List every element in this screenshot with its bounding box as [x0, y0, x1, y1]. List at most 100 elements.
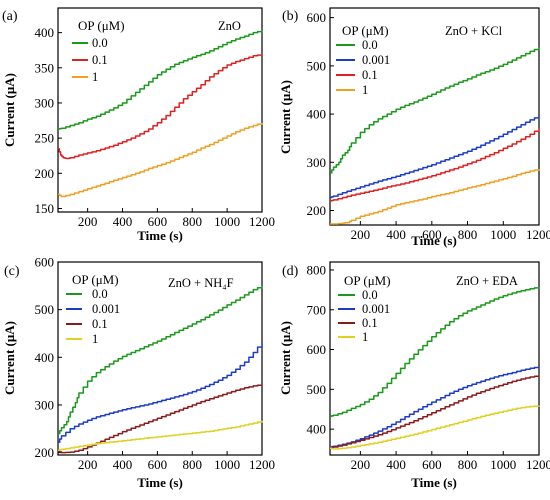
y-tick-label: 600	[35, 255, 55, 270]
legend-entry-label: 1	[92, 332, 98, 346]
plot-frame	[329, 261, 540, 456]
x-tick-label: 600	[148, 457, 168, 472]
x-tick-label: 800	[183, 457, 203, 472]
y-tick-label: 400	[307, 422, 327, 437]
y-axis-title: Current (μA)	[278, 321, 293, 395]
legend-entry-label: 0.1	[92, 317, 108, 331]
x-axis-title: Time (s)	[137, 475, 183, 490]
y-axis-title: Current (μA)	[2, 73, 17, 147]
x-tick-label: 1200	[249, 457, 275, 472]
y-axis-title: Current (μA)	[278, 80, 293, 154]
x-tick-label: 600	[422, 227, 442, 242]
x-tick-label: 1200	[526, 457, 550, 472]
legend-entry-label: 0.0	[92, 36, 108, 50]
x-tick-label: 1000	[214, 214, 240, 229]
x-tick-label: 1000	[490, 227, 516, 242]
plot-frame	[57, 261, 263, 456]
series-line-0	[330, 47, 540, 174]
x-tick-label: 1200	[249, 214, 275, 229]
x-tick-label: 1000	[490, 457, 516, 472]
y-tick-label: 500	[35, 302, 55, 317]
x-tick-label: 1000	[214, 457, 240, 472]
series-line-0	[58, 30, 263, 130]
y-tick-label: 500	[307, 382, 327, 397]
y-tick-label: 800	[307, 262, 327, 277]
x-tick-label: 600	[422, 457, 442, 472]
series-line-3	[58, 420, 263, 451]
x-tick-label: 800	[183, 214, 203, 229]
x-tick-label: 200	[78, 457, 98, 472]
y-tick-label: 400	[307, 107, 327, 122]
plot-frame	[57, 7, 263, 213]
legend-entry-label: 0.001	[92, 302, 120, 316]
x-tick-label: 800	[458, 227, 478, 242]
panel-b: 200 400 600 800 1000 1200200300400500600Time …	[278, 7, 550, 248]
series-line-1	[330, 366, 540, 448]
legend-entry-label: 0.0	[362, 288, 378, 302]
series-line-1	[330, 116, 540, 199]
y-tick-label: 400	[35, 25, 55, 40]
y-axis-title: Current (μA)	[2, 321, 17, 395]
legend-entry-label: 0.1	[362, 68, 378, 82]
series-line-0	[330, 287, 540, 418]
x-axis-title: Time (s)	[411, 233, 457, 248]
panel-label: (b)	[282, 9, 299, 24]
x-tick-label: 800	[458, 457, 478, 472]
legend-entry-label: 0.0	[362, 38, 378, 52]
legend-title: OP (μM)	[342, 23, 389, 38]
legend-entry-label: 1	[362, 330, 368, 344]
series-line-0	[58, 285, 263, 435]
y-tick-label: 500	[307, 58, 327, 73]
panel-annotation: ZnO + NH₄F	[168, 276, 234, 290]
legend-title: OP (μM)	[78, 18, 125, 33]
legend-title: OP (μM)	[72, 272, 119, 287]
y-tick-label: 250	[35, 131, 55, 146]
panel-c: 200 400 600 800 1000 1200 200 300 400 500 600 Time …	[2, 255, 275, 491]
legend-entry-label: 1	[362, 83, 368, 97]
series-line-2	[58, 122, 263, 198]
x-tick-label: 400	[113, 214, 133, 229]
y-tick-label: 400	[35, 350, 55, 365]
y-tick-label: 350	[35, 60, 55, 75]
x-tick-label: 600	[148, 214, 168, 229]
y-tick-label: 200	[35, 445, 55, 460]
x-tick-label: 400	[113, 457, 133, 472]
series-line-3	[330, 405, 540, 450]
x-tick-label: 200	[351, 457, 371, 472]
x-axis-title: Time (s)	[137, 228, 183, 243]
series-line-1	[58, 341, 263, 443]
panel-annotation: ZnO + KCl	[445, 24, 503, 38]
series-line-1	[58, 54, 263, 160]
y-tick-label: 600	[307, 10, 327, 25]
y-tick-label: 200	[307, 203, 327, 218]
x-axis-title: Time (s)	[411, 475, 457, 490]
legend-entry-label: 1	[92, 70, 98, 84]
y-tick-label: 300	[35, 397, 55, 412]
panel-label: (a)	[2, 9, 18, 24]
series-line-3	[330, 169, 540, 225]
legend-title: OP (μM)	[344, 273, 391, 288]
panel-label: (d)	[282, 264, 299, 279]
legend-entry-label: 0.1	[92, 53, 108, 67]
legend-entry-label: 0.001	[362, 302, 390, 316]
panel-label: (c)	[4, 264, 20, 279]
panel-a: 200 400 600 800 1000 1200 150 200 250 300 350 400 Ti…	[2, 7, 275, 243]
y-tick-label: 700	[307, 302, 327, 317]
x-tick-label: 200	[351, 227, 371, 242]
y-tick-label: 300	[307, 155, 327, 170]
series-line-2	[330, 375, 540, 449]
y-tick-label: 600	[307, 342, 327, 357]
y-tick-label: 300	[35, 95, 55, 110]
x-tick-label: 200	[78, 214, 98, 229]
y-tick-label: 200	[35, 166, 55, 181]
legend-entry-label: 0.001	[362, 53, 390, 67]
panel-annotation: ZnO	[218, 19, 241, 33]
y-tick-label: 150	[35, 201, 55, 216]
legend-entry-label: 0.1	[362, 316, 378, 330]
series-line-2	[330, 128, 540, 202]
panel-d: 200 400 600 800 1000 1200400500600700800Time …	[278, 261, 550, 490]
x-tick-label: 400	[386, 227, 406, 242]
x-tick-label: 1200	[526, 227, 550, 242]
panel-annotation: ZnO + EDA	[456, 274, 518, 288]
